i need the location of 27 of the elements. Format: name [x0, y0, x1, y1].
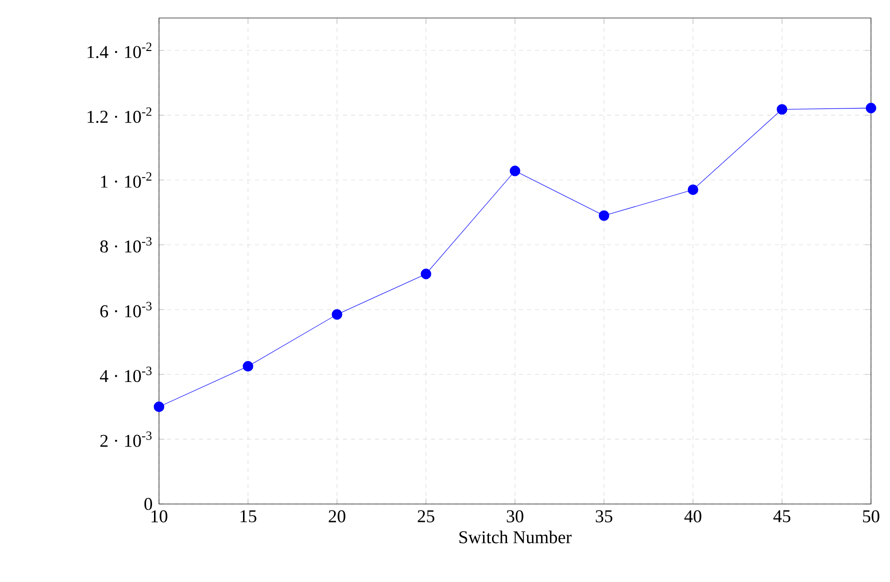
- y-tick-label: 1.4 · 10$^{-2}$: [88, 42, 152, 58]
- y-tick-label: 8 · 10$^{-3}$: [100, 237, 152, 253]
- y-tick-label: 1.2 · 10$^{-2}$: [88, 107, 152, 123]
- x-tick-label: 10: [152, 510, 168, 522]
- x-tick-label: 50: [863, 510, 880, 522]
- y-tick-label: 0: [144, 498, 152, 510]
- x-axis-title: Switch Number: [459, 530, 572, 544]
- point: [510, 166, 520, 176]
- y-tick-label: 6 · 10$^{-3}$: [100, 302, 152, 318]
- point: [154, 402, 164, 412]
- x-tick-label: 40: [684, 510, 702, 522]
- y-tick-label: 2 · 10$^{-3}$: [100, 431, 152, 447]
- point: [598, 210, 610, 221]
- point: [242, 361, 254, 372]
- x-tick-label: 45: [773, 510, 790, 522]
- point: [332, 309, 342, 320]
- point: [776, 104, 788, 115]
- x-tick-label: 35: [596, 510, 612, 522]
- y-tick-label: 1 · 10$^{-2}$: [101, 172, 152, 188]
- x-tick-label: 30: [506, 510, 524, 522]
- y-tick-label: 4 · 10$^{-3}$: [100, 366, 152, 382]
- point: [688, 184, 698, 195]
- point: [866, 102, 876, 114]
- x-tick-label: 25: [418, 510, 434, 522]
- point: [420, 268, 432, 280]
- x-tick-label: 15: [240, 510, 256, 522]
- x-tick-label: 20: [328, 510, 346, 522]
